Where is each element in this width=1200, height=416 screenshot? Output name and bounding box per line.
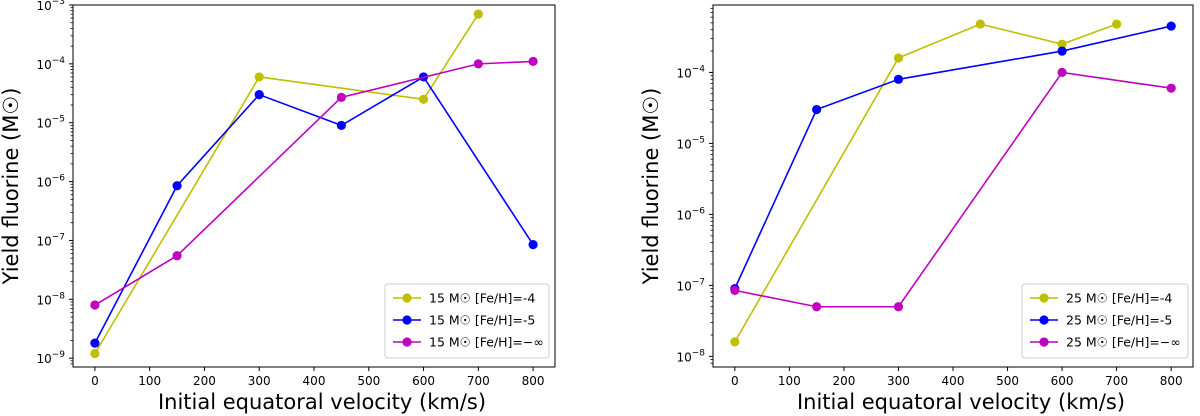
right-x-axis-label: Initial equatoral velocity (km/s) — [797, 390, 1125, 414]
left-x-tick-label: 0 — [91, 374, 99, 388]
right-legend-entry-label: 25 M☉ [Fe/H]=-5 — [1066, 313, 1172, 328]
right-x-tick-label: 100 — [778, 374, 801, 388]
left-x-tick-label: 400 — [303, 374, 326, 388]
left-data-point — [418, 94, 429, 104]
right-plot-frame — [712, 4, 1194, 368]
right-data-point — [812, 104, 822, 115]
left-data-point — [336, 120, 346, 131]
left-x-tick-label: 800 — [522, 374, 545, 388]
right-x-tick-label: 0 — [731, 374, 739, 388]
left-y-axis-label: Yield fluorine (M☉) — [0, 88, 23, 286]
right-y-tick-label: 10−7 — [676, 277, 705, 293]
left-data-point — [473, 9, 483, 19]
right-data-point — [1166, 21, 1176, 31]
right-data-point — [1057, 67, 1067, 78]
right-chart-panel: 0 100 200 300 400 500 600 700 800 10−810−710−610… — [639, 4, 1194, 414]
left-legend-swatch-marker — [402, 315, 412, 325]
left-series-line-2 — [94, 60, 534, 306]
left-data-point — [90, 348, 100, 359]
right-series-line-2 — [734, 71, 1172, 308]
left-y-tick-label: 10−6 — [36, 174, 65, 190]
right-x-tick-label: 200 — [832, 374, 855, 388]
left-y-tick-label: 10−5 — [36, 115, 65, 131]
left-data-point — [254, 72, 264, 82]
right-data-point — [893, 302, 904, 312]
left-x-tick-label: 300 — [248, 374, 271, 388]
left-legend-box — [384, 283, 550, 359]
left-legend: 15 M☉ [Fe/H]=-4 15 M☉ [Fe/H]=-5 15 M☉ [Fe/… — [384, 283, 550, 359]
right-x-tick-label: 700 — [1105, 374, 1128, 388]
right-legend-swatch-marker — [1039, 293, 1049, 303]
left-data-point — [254, 90, 264, 100]
left-data-point — [172, 181, 182, 191]
right-data-point — [1057, 39, 1067, 49]
right-y-tick-label: 10−5 — [676, 135, 705, 151]
left-data-point — [336, 92, 346, 102]
left-y-ticks: 10−9 10−8 10−7 10−6 10−5 10−4 10−3 — [36, 0, 73, 366]
right-data-point — [975, 19, 985, 29]
left-legend-entry-label: 15 M☉ [Fe/H]=-4 — [429, 291, 535, 306]
left-series-line-0 — [94, 13, 479, 354]
right-data-point — [730, 285, 740, 295]
right-y-ticks: 10−8 10−7 10−6 10−5 10−4 — [676, 64, 713, 364]
right-legend: 25 M☉ [Fe/H]=-4 25 M☉ [Fe/H]=-5 25 M☉ [Fe/… — [1021, 283, 1189, 359]
right-x-tick-label: 800 — [1160, 374, 1183, 388]
left-data-point — [172, 251, 182, 261]
left-x-tick-label: 200 — [193, 374, 216, 388]
right-data-point — [893, 53, 904, 63]
left-chart-panel: 0 100 200 300 400 500 600 700 800 10−910−810−710… — [0, 0, 556, 414]
right-data-point — [730, 337, 740, 347]
left-legend-entry-label: 15 M☉ [Fe/H]=−∞ — [429, 335, 544, 350]
left-x-tick-label: 600 — [412, 374, 435, 388]
right-y-tick-label: 10−8 — [676, 348, 705, 364]
left-y-tick-label: 10−9 — [36, 350, 65, 366]
left-x-axis-label: Initial equatoral velocity (km/s) — [158, 390, 486, 414]
right-y-tick-label: 10−4 — [676, 64, 705, 80]
left-x-tick-label: 700 — [467, 374, 490, 388]
right-data-point — [1166, 83, 1176, 93]
right-x-tick-label: 500 — [996, 374, 1019, 388]
right-series-group — [730, 19, 1176, 347]
left-data-point — [528, 240, 538, 250]
right-y-axis-label: Yield fluorine (M☉) — [639, 88, 663, 286]
left-data-point — [473, 59, 483, 69]
right-x-tick-label: 600 — [1051, 374, 1074, 388]
right-legend-entry-label: 25 M☉ [Fe/H]=−∞ — [1066, 335, 1181, 350]
right-x-ticks: 0 100 200 300 400 500 600 700 800 — [731, 367, 1183, 388]
right-data-point — [1112, 19, 1122, 29]
left-legend-swatch-marker — [402, 337, 412, 347]
right-series-line-1 — [734, 25, 1172, 289]
right-legend-box — [1021, 283, 1189, 359]
left-x-tick-label: 500 — [357, 374, 380, 388]
right-legend-entry-label: 25 M☉ [Fe/H]=-4 — [1066, 291, 1172, 306]
left-x-tick-label: 100 — [138, 374, 161, 388]
right-x-tick-label: 400 — [942, 374, 965, 388]
left-y-tick-label: 10−3 — [36, 0, 65, 13]
right-data-point — [1057, 46, 1067, 56]
left-x-ticks: 0 100 200 300 400 500 600 700 800 — [91, 367, 545, 388]
right-legend-swatch-marker — [1039, 315, 1049, 325]
right-legend-swatch-marker — [1039, 337, 1049, 347]
left-legend-swatch-marker — [402, 293, 412, 303]
left-legend-entry-label: 15 M☉ [Fe/H]=-5 — [429, 313, 535, 328]
right-data-point — [812, 302, 822, 312]
right-x-tick-label: 300 — [887, 374, 910, 388]
left-series-line-1 — [94, 75, 534, 344]
left-data-point — [90, 300, 100, 310]
left-data-point — [90, 338, 100, 348]
right-data-point — [893, 74, 904, 84]
left-y-tick-label: 10−8 — [36, 291, 65, 307]
left-y-tick-label: 10−4 — [36, 56, 65, 72]
right-y-tick-label: 10−6 — [676, 206, 705, 222]
left-plot-frame — [72, 4, 556, 368]
left-data-point — [528, 56, 538, 67]
left-y-tick-label: 10−7 — [36, 232, 65, 248]
left-series-group — [90, 9, 538, 359]
